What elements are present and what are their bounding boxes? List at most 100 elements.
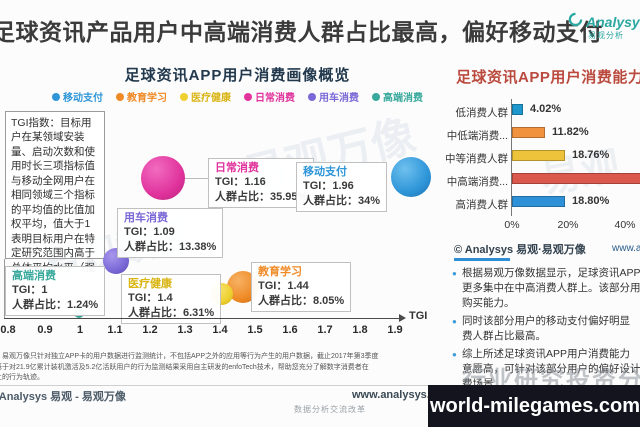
x-tick: 0.9: [37, 324, 53, 336]
bar-axis-line: [511, 99, 512, 216]
bubble-daily-consumption: [141, 156, 185, 200]
legend-label: 移动支付: [63, 93, 103, 104]
label-title: 移动支付: [303, 166, 347, 178]
bar-x-tick: 0%: [504, 219, 520, 231]
bar-mid-consumption: [512, 150, 565, 161]
label-share: 人群占比：34%: [303, 194, 381, 207]
x-tick: 1.4: [212, 324, 228, 336]
bar-high-consumption: [512, 196, 565, 207]
legend-item: 医疗健康: [180, 89, 231, 104]
legend-dot-icon: [372, 92, 380, 101]
label-title: 日常消费: [215, 162, 259, 174]
bullet-line: 购买能力。: [462, 297, 515, 309]
x-tick: 1.6: [282, 324, 298, 336]
x-tick: 1.7: [317, 324, 333, 336]
bullet-line: 综上所述足球资讯APP用户消费能力: [462, 348, 631, 360]
label-share: 人群占比：13.38%: [124, 240, 217, 253]
footnote-line: 像基于对21.9亿累计装机激活及5.2亿活跃用户的行为监测结果采用自主研发的en…: [0, 363, 369, 371]
analysys-logo-text: Analysys: [586, 14, 640, 30]
analysys-logo-subtext: 易观分析: [588, 31, 624, 40]
label-mobile-payment: 移动支付 TGI：1.96 人群占比：34%: [296, 162, 388, 212]
label-title: 教育学习: [258, 266, 302, 278]
footer-tagline: 数据分析交流改革: [294, 405, 366, 414]
label-tgi: TGI：1.09: [124, 226, 175, 239]
bullet-line: 同时该部分用户的移动支付偏好明显: [462, 315, 630, 327]
right-chart-title: 足球资讯APP用户消费能力分布: [456, 69, 640, 86]
legend-label: 用车消费: [319, 93, 359, 104]
bar-category-label: 中低端消费...: [446, 130, 508, 142]
analysys-logo: Analysys: [568, 12, 640, 32]
label-tgi: TGI：1.16: [215, 176, 266, 189]
bar-category-label: 中等消费人群: [445, 153, 508, 165]
site-watermark-text: world-milegames.com: [430, 394, 640, 417]
legend-dot-icon: [244, 92, 252, 101]
bar-midhigh-consumption: [512, 173, 640, 184]
bar-category-label: 中高端消费...: [446, 176, 508, 188]
label-medical-health: 医疗健康 TGI：1.4 人群占比：6.31%: [121, 274, 222, 324]
bar-low-consumption: [512, 104, 523, 115]
label-share: 人群占比：6.31%: [128, 306, 215, 319]
bar-value-label: 4.02%: [530, 103, 562, 115]
x-axis-line: [4, 318, 400, 319]
footer-url[interactable]: www.analysys.cn: [352, 389, 443, 401]
footer-brand: © Analysys 易观 - 易观万像: [0, 391, 126, 403]
bar-value-label: 11.82%: [552, 126, 589, 138]
label-tgi: TGI：1.44: [258, 280, 309, 293]
y-axis-line: [4, 259, 5, 318]
bullet-line: 根据易观万像数据显示，足球资讯APP: [462, 267, 640, 279]
label-title: 医疗健康: [128, 278, 172, 290]
label-title: 用车消费: [124, 212, 168, 224]
label-share: 人群占比：1.24%: [12, 298, 99, 311]
legend-label: 高端消费: [383, 93, 423, 104]
bullet-line: 费人群占比最高。: [462, 330, 546, 342]
label-education: 教育学习 TGI：1.44 人群占比：8.05%: [251, 262, 352, 312]
leader-line: [185, 178, 208, 179]
bullet-item: ● 综上所述足球资讯APP用户消费能力 意愿高，可针对该部分用户的偏好设计 费场…: [452, 347, 640, 392]
label-highend-consumption: 高端消费 TGI：1 人群占比：1.24%: [5, 266, 106, 316]
bar-x-tick: 20%: [557, 219, 579, 231]
footnote-line: 机上的行为轨迹。: [0, 374, 44, 381]
x-tick: 1.5: [247, 324, 263, 336]
legend-item: 高端消费: [372, 89, 423, 104]
bar-value-label: 18.80%: [572, 195, 610, 207]
legend-dot-icon: [308, 92, 316, 101]
label-share: 人群占比：35.95%: [215, 190, 308, 203]
label-tgi: TGI：1.96: [303, 180, 354, 193]
bubble-mobile-payment: [391, 157, 431, 197]
background-watermark: 易观: [536, 133, 625, 204]
x-tick: 1.2: [142, 324, 158, 336]
page-title: 足球资讯产品用户中高端消费人群占比最高，偏好移动支付: [0, 19, 603, 45]
bar-category-label: 高消费人群: [455, 199, 509, 211]
bar-midlow-consumption: [512, 127, 545, 138]
x-tick: 1.9: [387, 324, 403, 336]
bullet-item: ● 根据易观万像数据显示，足球资讯APP 更多集中在中高消费人群上。该部分用 购…: [452, 266, 640, 311]
legend-label: 医疗健康: [191, 93, 231, 104]
bar-value-label: 18.76%: [572, 149, 610, 161]
x-tick: 0.8: [0, 324, 16, 336]
bullet-line: 意愿高，可针对该部分用户的偏好设计: [462, 363, 640, 375]
bullet-dot-icon: ●: [452, 317, 457, 326]
legend-dot-icon: [180, 92, 188, 101]
bullet-dot-icon: ●: [452, 269, 457, 278]
right-chart-source: © Analysys 易观·易观万像: [454, 244, 586, 256]
right-chart-source-url[interactable]: www.an: [612, 243, 640, 254]
label-tgi: TGI：1: [12, 284, 48, 297]
insight-bullets: ● 根据易观万像数据显示，足球资讯APP 更多集中在中高消费人群上。该部分用 购…: [452, 266, 640, 395]
x-tick: 1.1: [107, 324, 123, 336]
left-chart-legend: 移动支付 教育学习 医疗健康 日常消费 用车消费 高端消费: [52, 89, 423, 104]
label-tgi: TGI：1.4: [128, 292, 173, 305]
x-tick: 1.3: [177, 324, 193, 336]
bar-category-label: 低消费人群: [455, 107, 509, 119]
legend-label: 教育学习: [127, 93, 167, 104]
left-chart-title: 足球资讯APP用户消费画像概览: [124, 67, 351, 84]
x-tick: 1: [76, 324, 84, 336]
site-watermark-box: world-milegames.com: [428, 385, 640, 427]
blue-rule: [454, 258, 510, 261]
legend-item: 用车消费: [308, 89, 359, 104]
legend-dot-icon: [116, 92, 124, 101]
analysys-swirl-icon: [568, 12, 583, 32]
footer-divider: [0, 385, 452, 386]
footnote-line: 明：易观万像只针对独立APP卡的用户数据进行监测统计，不包括APP之外的应用等行…: [0, 353, 379, 360]
legend-item: 日常消费: [244, 89, 295, 104]
